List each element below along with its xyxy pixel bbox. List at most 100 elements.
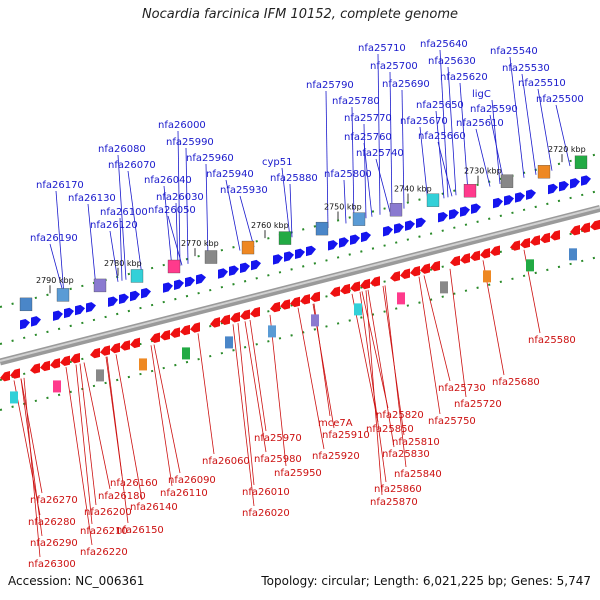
reverse-gene-arrow xyxy=(50,358,60,369)
reverse-callout-line xyxy=(150,345,173,487)
reverse-gene-arrow xyxy=(340,283,350,295)
forward-domain-block xyxy=(463,184,477,198)
reverse-callout-line xyxy=(153,344,181,474)
reverse-gene-arrow xyxy=(470,250,480,262)
reverse-callout-line xyxy=(418,276,441,415)
forward-gene-arrow xyxy=(526,189,536,200)
forward-callout-line xyxy=(521,73,537,175)
forward-callout-line xyxy=(377,53,381,215)
forward-gene-label: nfa25790 xyxy=(306,80,354,91)
forward-gene-arrow xyxy=(328,240,338,251)
forward-callout-line xyxy=(351,106,355,222)
forward-gene-arrow xyxy=(394,223,404,234)
forward-gene-arrow xyxy=(548,183,558,195)
reverse-gene-arrow xyxy=(410,265,420,277)
forward-gene-arrow xyxy=(460,206,470,217)
forward-callout-line xyxy=(363,142,373,217)
forward-gene-label: nfa25880 xyxy=(270,173,318,184)
scale-tick-label: 2780 kbp xyxy=(104,259,142,268)
forward-callout-line xyxy=(363,123,367,219)
forward-gene-label: nfa25530 xyxy=(502,63,550,74)
reverse-callout-line xyxy=(367,289,395,448)
reverse-gene-arrow xyxy=(150,332,160,343)
forward-gene-arrow xyxy=(119,293,129,305)
forward-callout-line xyxy=(439,49,449,198)
reverse-callout-line xyxy=(23,377,41,558)
scale-tick-label: 2770 kbp xyxy=(181,239,219,248)
reverse-gene-label: nfa25750 xyxy=(428,416,476,427)
forward-gene-arrow xyxy=(196,273,206,285)
reverse-gene-label: nfa25870 xyxy=(370,497,418,508)
forward-gene-arrow xyxy=(64,307,74,319)
reverse-callout-line xyxy=(106,356,129,524)
forward-gene-label: nfa25650 xyxy=(416,100,464,111)
reverse-gene-arrow xyxy=(510,240,520,251)
forward-callout-line xyxy=(475,128,491,187)
forward-callout-line xyxy=(389,71,393,212)
forward-callout-line xyxy=(163,185,173,269)
forward-gene-arrow xyxy=(284,251,294,262)
forward-callout-line xyxy=(491,99,501,185)
forward-gene-label: nfa25700 xyxy=(370,61,418,72)
reverse-gene-arrow xyxy=(310,291,320,302)
reverse-gene-arrow xyxy=(230,312,240,323)
reverse-callout-line xyxy=(361,291,389,409)
reverse-callout-line xyxy=(20,378,43,537)
gene-glyphs xyxy=(0,155,600,404)
forward-gene-arrow xyxy=(361,231,371,243)
reverse-callout-line xyxy=(75,364,93,525)
reverse-gene-label: nfa26140 xyxy=(130,502,178,513)
forward-gene-label: nfa25940 xyxy=(206,169,254,180)
reverse-domain-block xyxy=(311,314,319,327)
forward-gene-label: nfa25500 xyxy=(536,94,584,105)
forward-gene-arrow xyxy=(141,287,151,299)
reverse-callout-line xyxy=(13,380,41,516)
forward-gene-label: nfa25540 xyxy=(490,46,538,57)
reverse-gene-arrow xyxy=(530,235,540,246)
forward-gene-arrow xyxy=(559,180,569,192)
forward-gene-arrow xyxy=(174,279,184,290)
reverse-gene-arrow xyxy=(520,237,530,249)
forward-gene-label: nfa26050 xyxy=(148,205,196,216)
reverse-gene-arrow xyxy=(480,248,490,259)
scale-tick-label: 2730 kbp xyxy=(464,167,502,176)
forward-callout-line xyxy=(537,88,553,171)
forward-domain-block xyxy=(167,259,181,274)
forward-gene-label: nfa26120 xyxy=(90,220,138,231)
reverse-gene-arrow xyxy=(460,253,470,264)
reverse-gene-arrow xyxy=(130,337,140,349)
forward-domain-block xyxy=(315,221,329,236)
reverse-gene-arrow xyxy=(40,360,50,372)
forward-gene-label: nfa25590 xyxy=(470,104,518,115)
forward-gene-arrow xyxy=(438,211,448,223)
forward-gene-arrow xyxy=(185,276,195,288)
forward-gene-arrow xyxy=(53,310,63,321)
reverse-gene-label: nfa25580 xyxy=(528,335,576,346)
reverse-gene-label: nfa25950 xyxy=(274,468,322,479)
forward-domain-block xyxy=(426,193,440,207)
forward-gene-label: nfa26100 xyxy=(100,207,148,218)
reverse-gene-arrow xyxy=(190,322,200,333)
reverse-gene-arrow xyxy=(30,363,40,374)
forward-gene-label: nfa26190 xyxy=(30,233,78,244)
reverse-gene-arrow xyxy=(300,294,310,305)
reverse-callout-line xyxy=(20,378,43,494)
reverse-gene-label: nfa25980 xyxy=(254,454,302,465)
forward-gene-arrow xyxy=(339,237,349,248)
forward-domain-block xyxy=(389,203,403,217)
reverse-gene-label: nfa26200 xyxy=(84,507,132,518)
reverse-gene-label: nfa26020 xyxy=(242,508,290,519)
forward-gene-arrow xyxy=(416,217,426,229)
reverse-gene-arrow xyxy=(360,278,370,290)
reverse-callout-line xyxy=(197,333,215,455)
guide-track-3 xyxy=(0,255,600,411)
scale-tick-label: 2720 kbp xyxy=(548,145,586,154)
reverse-gene-arrow xyxy=(90,347,100,359)
forward-domain-block xyxy=(93,278,107,293)
reverse-callout-line xyxy=(297,307,325,450)
reverse-gene-arrow xyxy=(570,225,580,236)
forward-gene-arrow xyxy=(218,268,228,279)
forward-gene-label: nfa26030 xyxy=(156,192,204,203)
reverse-gene-label: nfa26150 xyxy=(116,525,164,536)
forward-callout-line xyxy=(87,203,97,288)
